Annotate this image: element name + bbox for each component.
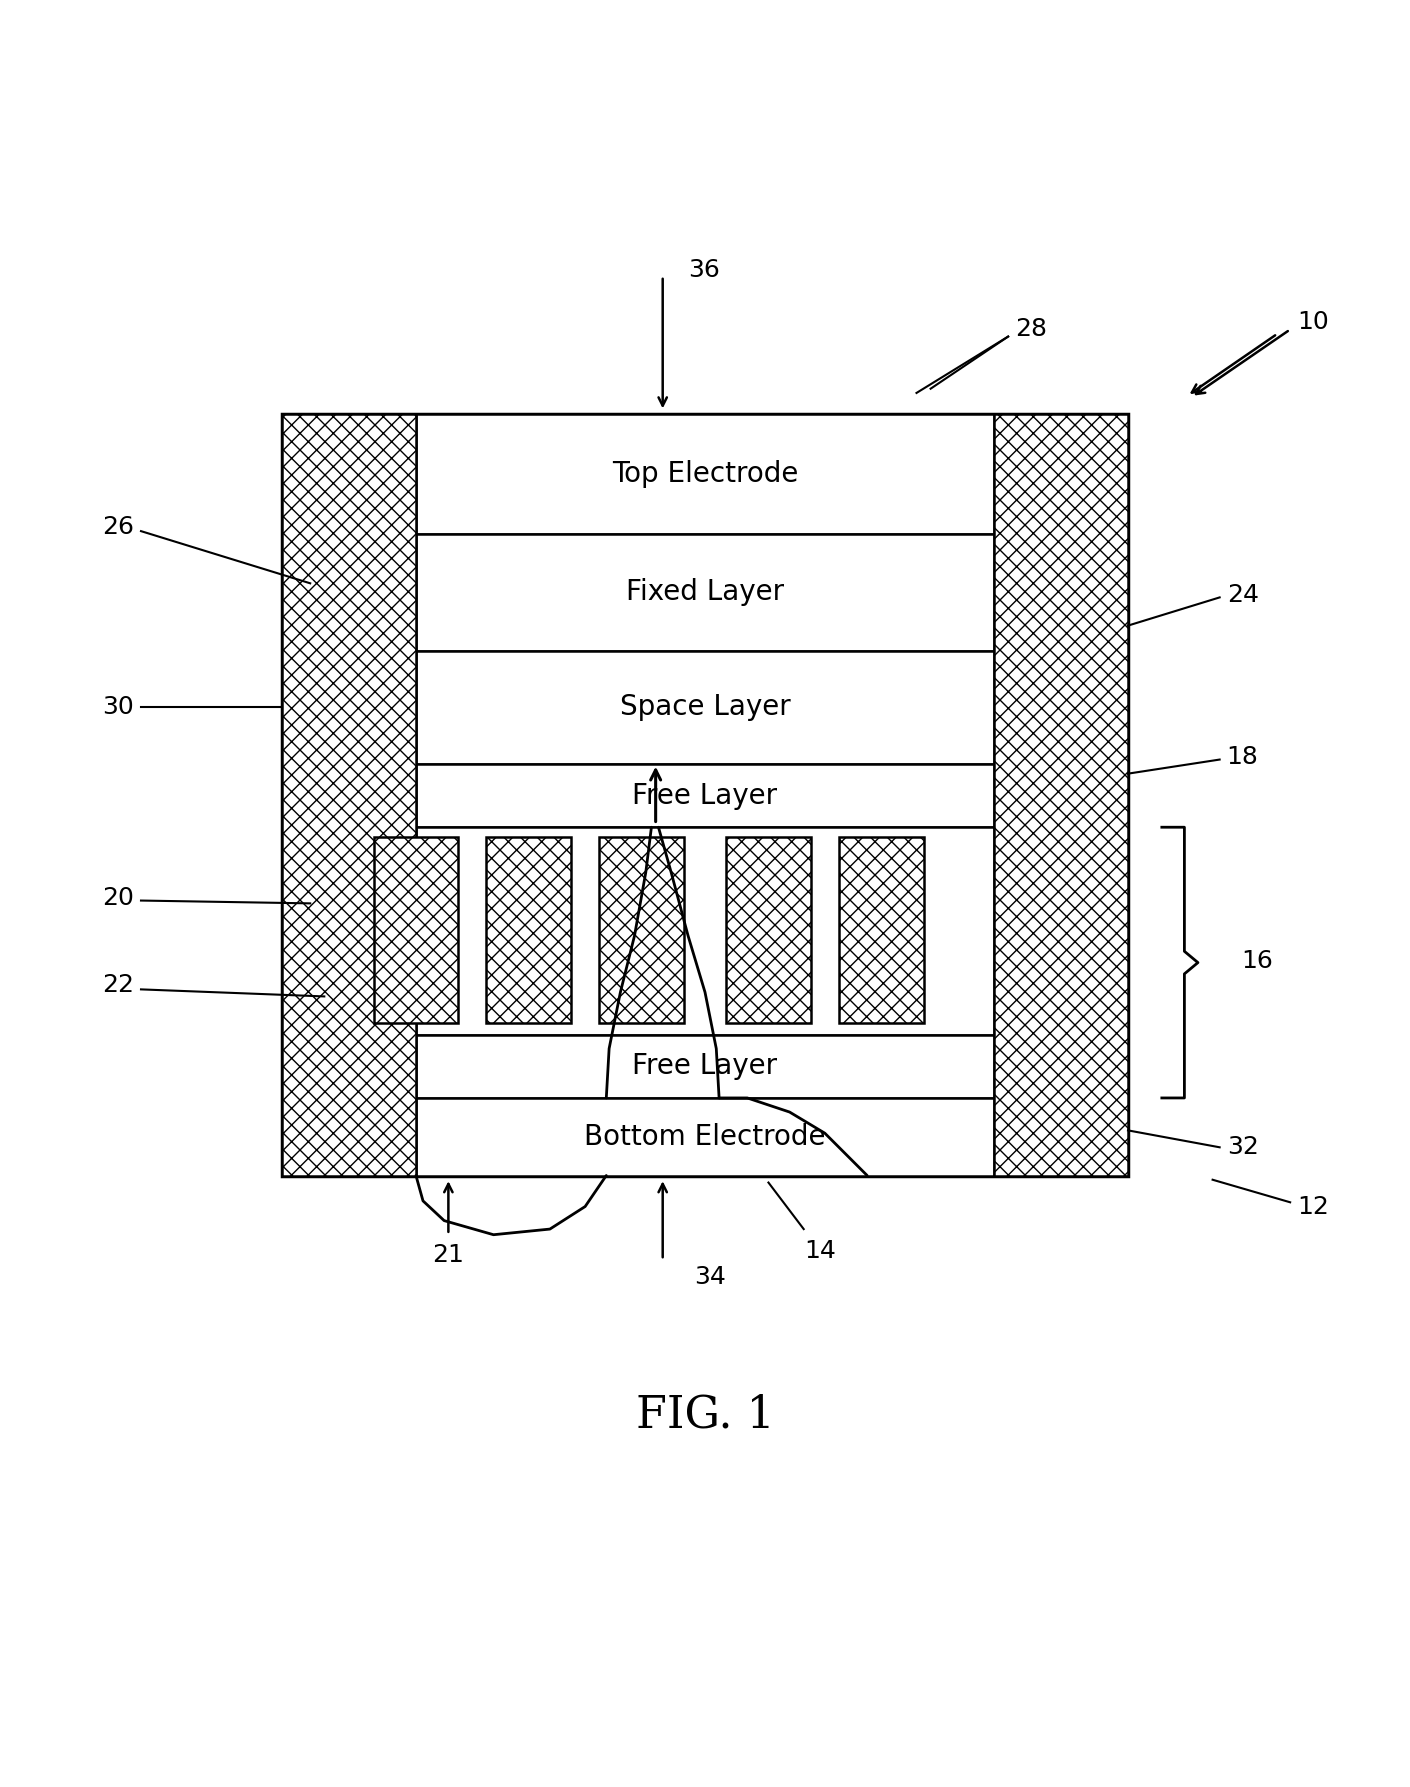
- Bar: [726, 836, 811, 1024]
- Text: 14: 14: [805, 1238, 836, 1263]
- Text: 34: 34: [694, 1265, 726, 1288]
- Text: Free Layer: Free Layer: [633, 781, 777, 810]
- Text: 22: 22: [102, 974, 134, 997]
- Bar: [282, 415, 1128, 1176]
- Bar: [416, 1035, 994, 1097]
- Text: Bottom Electrode: Bottom Electrode: [584, 1122, 826, 1151]
- Bar: [416, 415, 994, 534]
- Text: 18: 18: [1227, 745, 1259, 768]
- Bar: [416, 763, 994, 827]
- Text: 36: 36: [688, 259, 721, 282]
- Bar: [994, 415, 1128, 1176]
- Text: 30: 30: [102, 695, 134, 720]
- Text: 12: 12: [1297, 1194, 1330, 1219]
- Text: 10: 10: [1297, 311, 1330, 334]
- Text: Top Electrode: Top Electrode: [612, 459, 798, 488]
- Bar: [416, 534, 994, 650]
- Text: Fixed Layer: Fixed Layer: [626, 579, 784, 606]
- Text: 20: 20: [102, 886, 134, 910]
- Bar: [839, 836, 924, 1024]
- Text: 26: 26: [102, 515, 134, 540]
- Bar: [374, 836, 458, 1024]
- Text: FIG. 1: FIG. 1: [636, 1394, 774, 1437]
- Bar: [486, 836, 571, 1024]
- Text: 16: 16: [1241, 949, 1273, 974]
- Text: Free Layer: Free Layer: [633, 1053, 777, 1079]
- Bar: [416, 827, 994, 1035]
- Text: Space Layer: Space Layer: [619, 693, 791, 722]
- Bar: [282, 415, 416, 1176]
- Text: 32: 32: [1227, 1135, 1259, 1160]
- Bar: [416, 1097, 994, 1176]
- Text: 28: 28: [1015, 318, 1048, 341]
- Bar: [416, 650, 994, 763]
- Text: 24: 24: [1227, 583, 1259, 606]
- Bar: [599, 836, 684, 1024]
- Text: 21: 21: [433, 1244, 464, 1267]
